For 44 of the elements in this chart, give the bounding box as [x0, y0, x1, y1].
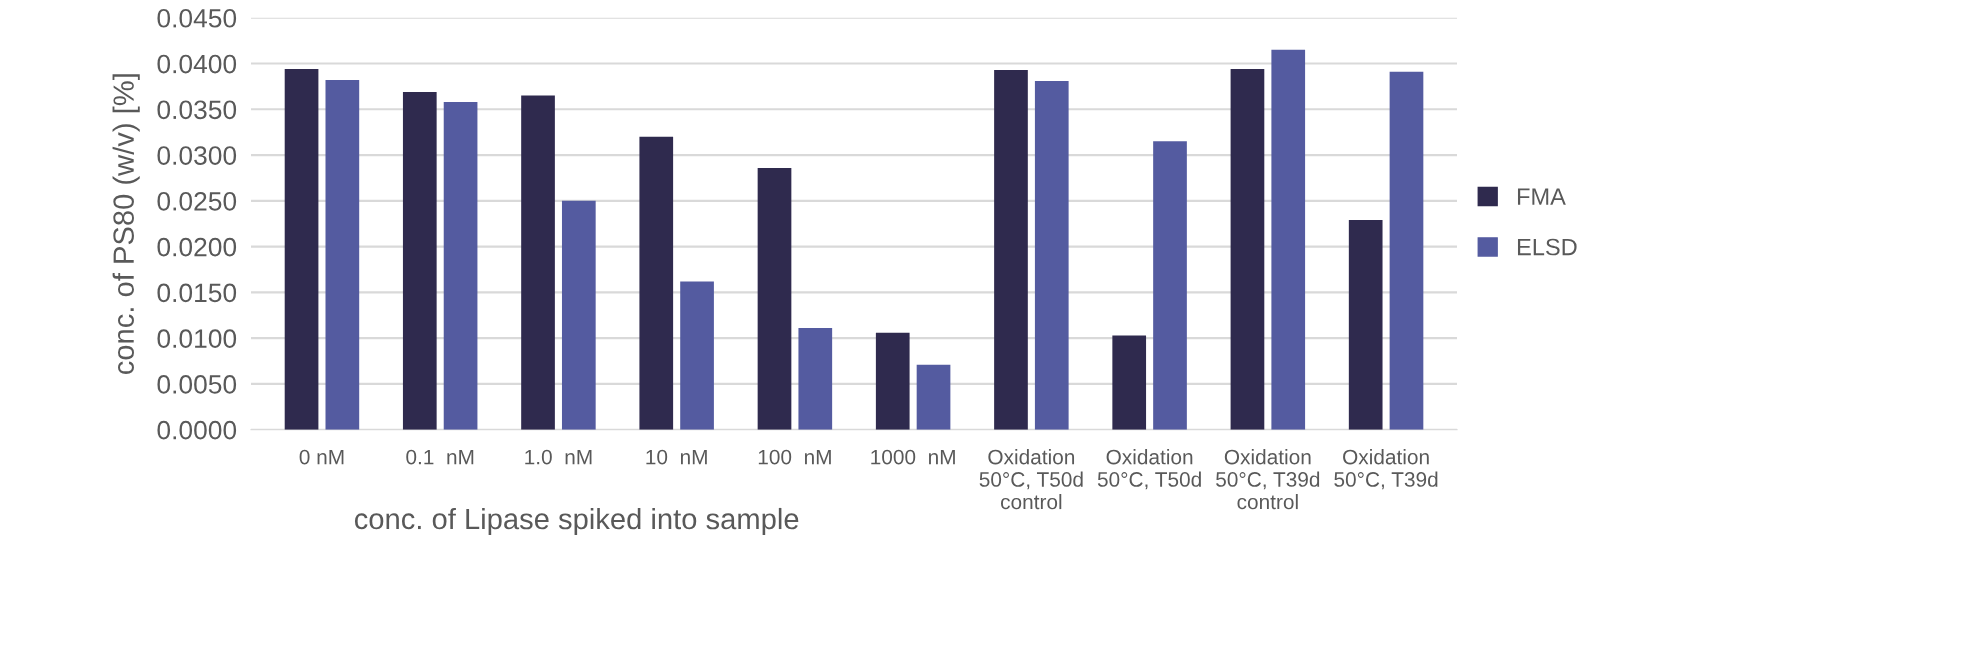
- y-tick-label: 0.0250: [157, 191, 237, 211]
- y-tick-label: 0.0000: [157, 420, 237, 440]
- legend-label: FMA: [1517, 188, 1566, 205]
- bar: [994, 69, 1028, 430]
- bar: [916, 364, 951, 430]
- bar: [680, 281, 714, 430]
- bar: [875, 332, 910, 430]
- bar: [443, 102, 478, 430]
- bar: [325, 80, 360, 430]
- x-tick-label: 10 nM: [646, 449, 707, 465]
- bar: [1230, 69, 1265, 430]
- y-tick-label: 0.0450: [157, 8, 237, 28]
- x-tick-label: Oxidation 50°C, T39d control: [1216, 449, 1320, 510]
- bar: [798, 328, 833, 430]
- y-tick-label: 0.0100: [157, 329, 237, 348]
- y-tick-label: 0.0050: [157, 375, 237, 394]
- bar: [757, 167, 792, 430]
- y-axis-title: conc. of PS80 (w/v) [%]: [112, 74, 140, 375]
- bar: [1112, 335, 1147, 430]
- y-tick-label: 0.0150: [157, 283, 237, 303]
- x-tick-label: 1.0 nM: [525, 449, 592, 465]
- x-tick-label: 0 nM: [299, 449, 344, 465]
- y-tick-label: 0.0350: [157, 100, 237, 120]
- y-tick-label: 0.0200: [157, 237, 237, 257]
- x-tick-label: 0.1 nM: [406, 449, 474, 465]
- bar: [402, 91, 437, 430]
- bar: [1389, 71, 1424, 430]
- x-axis-title: conc. of Lipase spiked into sample: [354, 507, 799, 536]
- bar: [1153, 141, 1187, 430]
- x-tick-label: Oxidation 50°C, T39d: [1334, 449, 1438, 490]
- y-tick-label: 0.0300: [157, 146, 237, 165]
- y-tick-label: 0.0400: [157, 54, 237, 74]
- x-tick-label: Oxidation 50°C, T50d control: [979, 449, 1083, 510]
- x-tick-label: 100 nM: [758, 449, 831, 465]
- bar: [639, 136, 674, 430]
- bar: [1271, 49, 1306, 430]
- bar: [521, 95, 555, 430]
- bar: [561, 200, 596, 430]
- bar: [1034, 80, 1069, 430]
- x-tick-label: Oxidation 50°C, T50d: [1097, 449, 1201, 490]
- bar: [284, 69, 319, 430]
- bar: [1348, 220, 1383, 430]
- legend-label: ELSD: [1517, 238, 1577, 256]
- x-tick-label: 1000 nM: [871, 449, 955, 465]
